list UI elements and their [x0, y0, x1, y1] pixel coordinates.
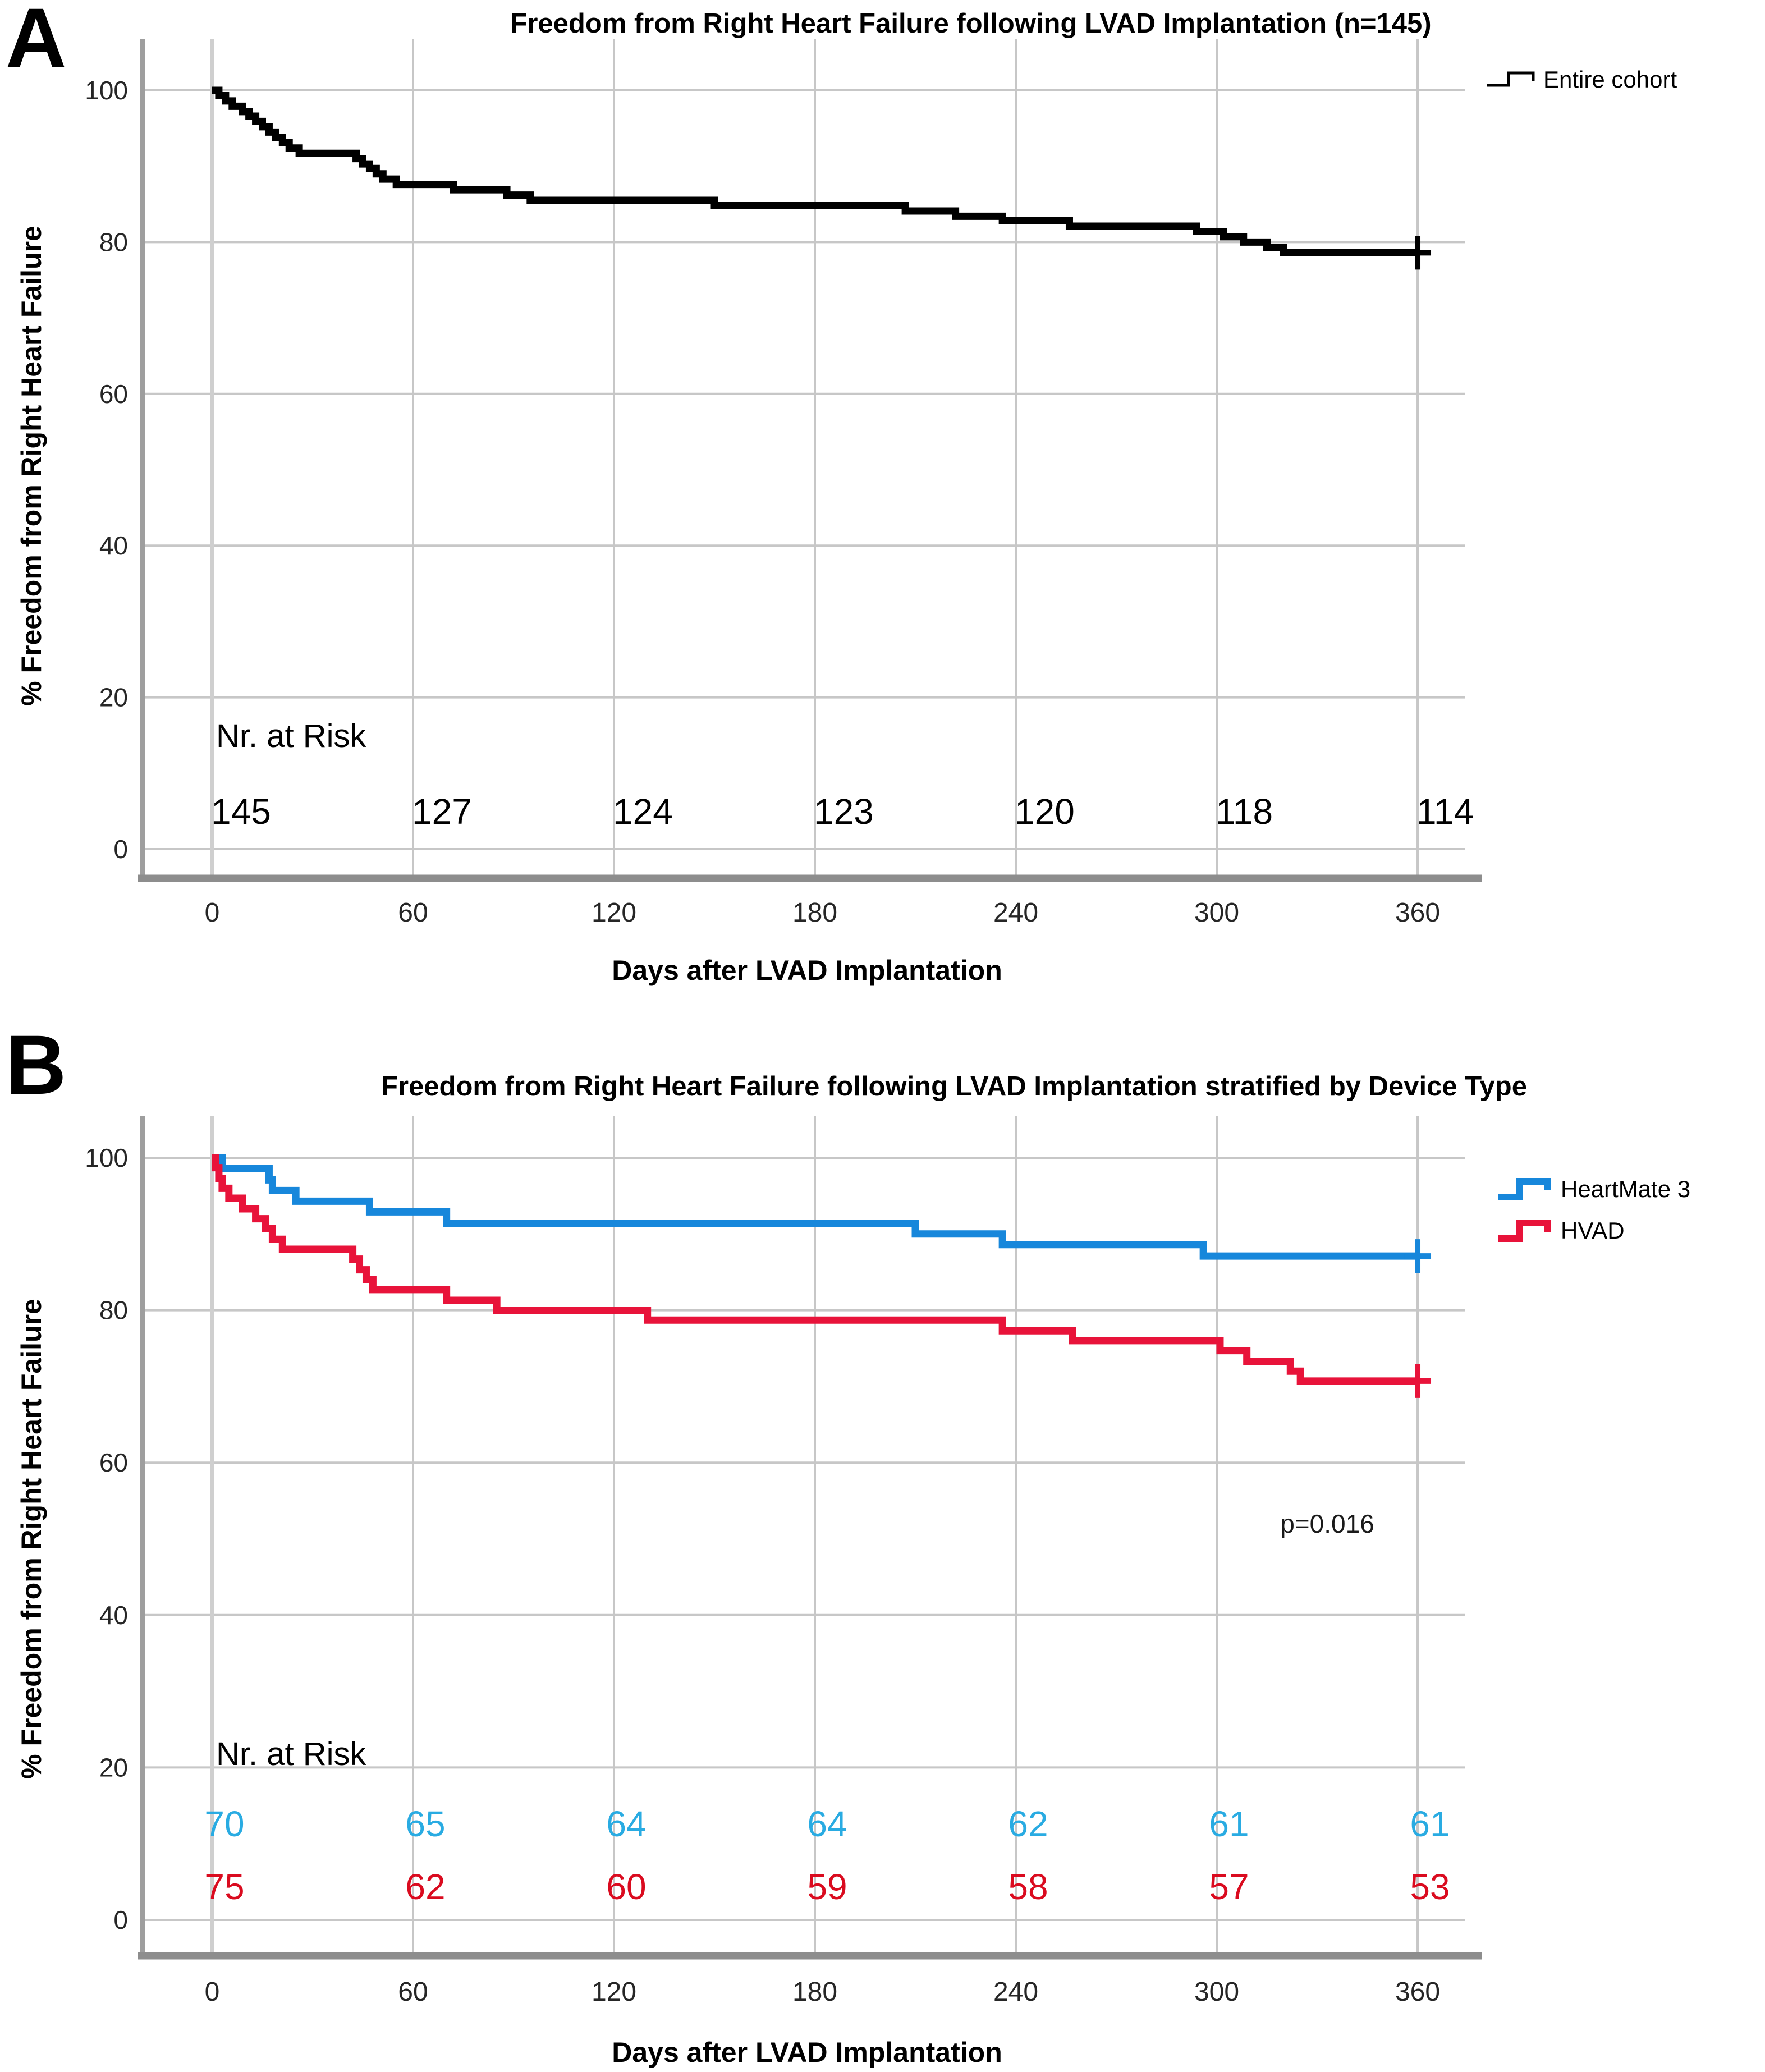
- x-tick-label: 300: [1194, 898, 1239, 928]
- y-tick-label: 20: [99, 683, 128, 712]
- km-step-curve: [212, 1154, 1418, 1260]
- y-axis-title-b: % Freedom from Right Heart Failure: [16, 1299, 47, 1779]
- risk-count: 65: [405, 1804, 445, 1844]
- risk-count: 62: [1008, 1804, 1048, 1844]
- x-tick-label: 240: [993, 1977, 1038, 2007]
- risk-count: 118: [1216, 791, 1273, 832]
- x-axis-title-b: Days after LVAD Implantation: [612, 2037, 1002, 2068]
- legend-entry-entire-cohort: Entire cohort: [1486, 66, 1677, 93]
- risk-count: 64: [606, 1804, 646, 1844]
- y-tick-label: 60: [99, 379, 128, 409]
- x-axis-title-a: Days after LVAD Implantation: [612, 955, 1002, 986]
- risk-count: 124: [613, 791, 673, 832]
- x-tick-label: 180: [792, 898, 837, 928]
- risk-count: 123: [814, 791, 874, 832]
- risk-count: 70: [204, 1804, 244, 1844]
- legend-label: Entire cohort: [1543, 66, 1677, 93]
- risk-count: 75: [204, 1867, 244, 1907]
- legend-a: Entire cohort: [1486, 66, 1677, 93]
- legend-step-icon: [1487, 71, 1535, 87]
- x-tick-label: 60: [398, 898, 428, 928]
- x-tick-label: 240: [993, 898, 1038, 928]
- x-tick-label: 360: [1395, 898, 1440, 928]
- panel-letter-a: A: [6, 0, 66, 85]
- legend-entry-hvad: HVAD: [1496, 1217, 1690, 1244]
- legend-label: HVAD: [1561, 1217, 1625, 1244]
- x-tick-label: 360: [1395, 1977, 1440, 2007]
- p-value-annotation: p=0.016: [1280, 1509, 1374, 1538]
- y-axis-title-a: % Freedom from Right Heart Failure: [16, 226, 47, 706]
- y-tick-label: 20: [99, 1753, 128, 1782]
- risk-count: 114: [1416, 791, 1474, 832]
- risk-count: 120: [1015, 791, 1075, 832]
- risk-count: 127: [412, 791, 472, 832]
- y-tick-label: 80: [99, 227, 128, 256]
- chart-title-b: Freedom from Right Heart Failure followi…: [381, 1071, 1527, 1102]
- risk-count: 62: [405, 1867, 445, 1907]
- y-tick-label: 60: [99, 1448, 128, 1477]
- y-tick-label: 100: [85, 1143, 128, 1172]
- legend-entry-heartmate3: HeartMate 3: [1496, 1176, 1690, 1203]
- risk-count: 60: [606, 1867, 646, 1907]
- x-tick-label: 60: [398, 1977, 428, 2007]
- risk-count: 61: [1410, 1804, 1450, 1844]
- risk-count: 59: [807, 1867, 847, 1907]
- legend-label: HeartMate 3: [1561, 1176, 1691, 1202]
- x-tick-label: 120: [592, 898, 636, 928]
- y-tick-label: 80: [99, 1296, 128, 1325]
- x-tick-label: 180: [792, 1977, 837, 2007]
- km-step-curve: [212, 1154, 1418, 1385]
- panel-letter-b: B: [6, 1017, 66, 1112]
- legend-step-icon: [1498, 1220, 1551, 1242]
- legend-step-icon: [1498, 1178, 1551, 1200]
- risk-count: 57: [1209, 1867, 1249, 1907]
- y-tick-label: 40: [99, 1601, 128, 1630]
- x-tick-label: 0: [205, 898, 220, 928]
- risk-count: 61: [1209, 1804, 1249, 1844]
- legend-b: HeartMate 3 HVAD: [1496, 1176, 1690, 1244]
- y-tick-label: 0: [113, 1905, 128, 1935]
- risk-count: 53: [1410, 1867, 1450, 1907]
- y-tick-label: 100: [85, 76, 128, 105]
- risk-table-label-b: Nr. at Risk: [216, 1736, 366, 1772]
- risk-count: 58: [1008, 1867, 1048, 1907]
- risk-count: 64: [807, 1804, 847, 1844]
- risk-count: 145: [211, 791, 271, 832]
- y-tick-label: 40: [99, 531, 128, 560]
- x-tick-label: 300: [1194, 1977, 1239, 2007]
- x-tick-label: 0: [205, 1977, 220, 2007]
- chart-title-a: Freedom from Right Heart Failure followi…: [510, 8, 1432, 39]
- x-tick-label: 120: [592, 1977, 636, 2007]
- risk-table-label-a: Nr. at Risk: [216, 718, 366, 754]
- y-tick-label: 0: [113, 835, 128, 864]
- km-step-curve: [212, 86, 1418, 256]
